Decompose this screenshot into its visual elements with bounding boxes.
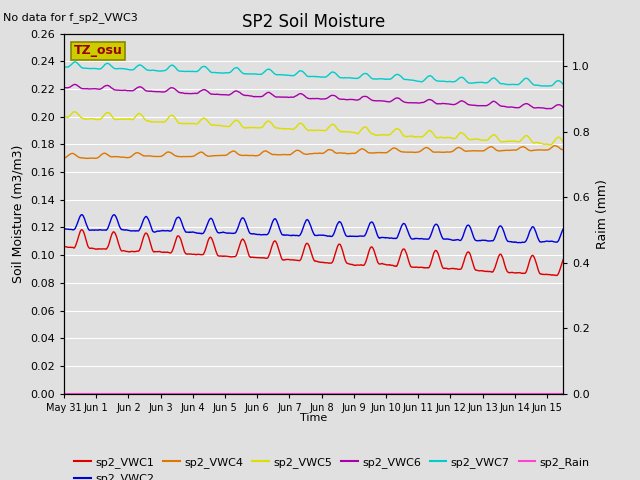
- Line: sp2_VWC1: sp2_VWC1: [64, 230, 563, 276]
- sp2_VWC2: [60, 226, 68, 231]
- Y-axis label: Raim (mm): Raim (mm): [596, 179, 609, 249]
- sp2_VWC4: [84, 156, 92, 161]
- sp2_Rain: [545, 391, 552, 396]
- sp2_VWC6: [290, 94, 298, 100]
- sp2_VWC1: [303, 240, 311, 246]
- sp2_VWC7: [290, 72, 298, 78]
- sp2_VWC6: [559, 104, 567, 110]
- Line: sp2_VWC4: sp2_VWC4: [64, 146, 563, 158]
- sp2_VWC5: [454, 133, 461, 139]
- sp2_VWC1: [60, 243, 68, 249]
- sp2_VWC5: [559, 139, 567, 144]
- sp2_VWC5: [545, 142, 553, 147]
- sp2_VWC4: [290, 149, 298, 155]
- sp2_VWC7: [303, 73, 311, 79]
- sp2_VWC2: [559, 226, 567, 232]
- sp2_VWC7: [86, 66, 93, 72]
- Line: sp2_VWC7: sp2_VWC7: [64, 62, 563, 86]
- sp2_VWC1: [545, 272, 553, 277]
- Line: sp2_VWC5: sp2_VWC5: [64, 112, 563, 145]
- sp2_Rain: [290, 391, 298, 396]
- sp2_VWC4: [86, 156, 93, 161]
- sp2_VWC2: [516, 240, 524, 246]
- sp2_Rain: [60, 391, 68, 396]
- sp2_VWC4: [559, 147, 567, 153]
- sp2_VWC2: [303, 216, 311, 222]
- sp2_VWC6: [71, 82, 79, 87]
- sp2_VWC4: [60, 155, 68, 161]
- sp2_VWC1: [454, 266, 461, 272]
- sp2_Rain: [86, 391, 93, 396]
- Text: TZ_osu: TZ_osu: [74, 44, 123, 58]
- sp2_VWC7: [71, 59, 79, 65]
- sp2_VWC1: [559, 257, 567, 263]
- sp2_VWC7: [60, 64, 68, 70]
- sp2_VWC1: [290, 257, 298, 263]
- sp2_VWC6: [86, 86, 93, 92]
- sp2_VWC5: [303, 127, 311, 132]
- sp2_VWC7: [559, 82, 567, 87]
- sp2_VWC1: [86, 245, 93, 251]
- Line: sp2_VWC6: sp2_VWC6: [64, 84, 563, 109]
- sp2_VWC4: [545, 147, 552, 153]
- sp2_VWC2: [78, 212, 86, 217]
- Legend: sp2_VWC1, sp2_VWC2, sp2_VWC4, sp2_VWC5, sp2_VWC6, sp2_VWC7, sp2_Rain: sp2_VWC1, sp2_VWC2, sp2_VWC4, sp2_VWC5, …: [70, 453, 595, 480]
- sp2_Rain: [453, 391, 461, 396]
- sp2_VWC2: [290, 232, 298, 238]
- sp2_VWC5: [290, 126, 298, 132]
- sp2_VWC5: [547, 142, 554, 148]
- sp2_VWC4: [550, 143, 558, 149]
- sp2_VWC6: [60, 84, 68, 90]
- sp2_VWC6: [545, 106, 553, 111]
- Y-axis label: Soil Moisture (m3/m3): Soil Moisture (m3/m3): [12, 144, 24, 283]
- sp2_VWC4: [303, 151, 311, 157]
- sp2_VWC6: [543, 106, 551, 112]
- sp2_VWC7: [543, 83, 550, 89]
- sp2_VWC7: [545, 83, 553, 89]
- sp2_VWC6: [545, 106, 553, 111]
- sp2_VWC6: [454, 100, 461, 106]
- sp2_VWC4: [454, 145, 461, 151]
- sp2_VWC2: [86, 228, 93, 233]
- sp2_Rain: [559, 391, 567, 396]
- sp2_VWC6: [303, 95, 311, 101]
- sp2_VWC1: [552, 273, 559, 278]
- sp2_VWC7: [454, 77, 461, 83]
- sp2_Rain: [303, 391, 310, 396]
- sp2_Rain: [545, 391, 552, 396]
- sp2_VWC1: [545, 272, 552, 277]
- sp2_VWC5: [70, 109, 78, 115]
- sp2_VWC5: [86, 116, 93, 122]
- sp2_VWC7: [545, 83, 553, 89]
- Text: No data for f_sp2_VWC3: No data for f_sp2_VWC3: [3, 12, 138, 23]
- Title: SP2 Soil Moisture: SP2 Soil Moisture: [242, 12, 385, 31]
- sp2_VWC4: [545, 146, 553, 152]
- sp2_VWC5: [545, 142, 552, 147]
- Line: sp2_VWC2: sp2_VWC2: [64, 215, 563, 243]
- X-axis label: Time: Time: [300, 413, 327, 422]
- sp2_VWC2: [545, 239, 553, 244]
- sp2_VWC5: [60, 114, 68, 120]
- sp2_VWC2: [545, 239, 553, 244]
- sp2_VWC2: [454, 237, 461, 242]
- sp2_VWC1: [78, 227, 86, 233]
